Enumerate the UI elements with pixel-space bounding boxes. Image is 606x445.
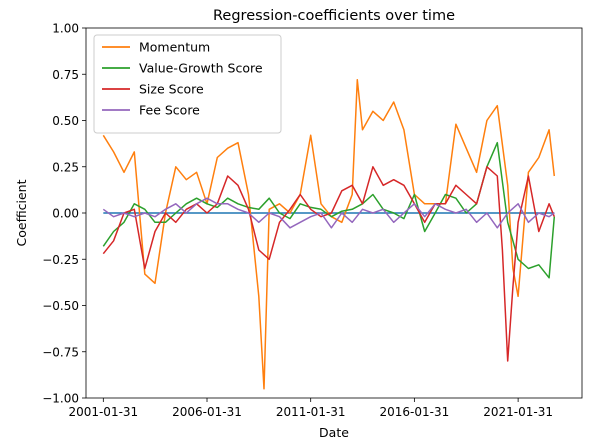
y-tick-label: 0.50 (52, 114, 79, 128)
chart-title: Regression-coefficients over time (213, 8, 455, 24)
y-tick-label: −0.75 (42, 345, 79, 359)
y-tick-label: −0.50 (42, 299, 79, 313)
legend-label: Fee Score (139, 103, 200, 118)
x-tick-label: 2001-01-31 (68, 405, 138, 419)
x-axis: 2001-01-31 2006-01-31 2011-01-31 2016-01-31… (68, 398, 553, 419)
y-tick-label: 1.00 (52, 22, 79, 36)
legend: Momentum Value-Growth Score Size Score Fee … (93, 34, 282, 134)
legend-label: Momentum (139, 40, 210, 55)
series-line-2 (102, 166, 555, 362)
legend-label: Size Score (139, 82, 204, 97)
legend-box (93, 34, 282, 134)
x-tick-label: 2006-01-31 (172, 405, 242, 419)
series-line-3 (102, 197, 555, 229)
y-tick-label: −1.00 (42, 392, 79, 406)
x-tick-label: 2016-01-31 (380, 405, 450, 419)
y-tick-label: 0.75 (52, 68, 79, 82)
x-tick-label: 2011-01-31 (276, 405, 346, 419)
y-axis: −1.00 −0.75 −0.50 −0.25 0.00 0.25 0.50 0.75 1.00 (42, 22, 86, 406)
x-axis-label: Date (319, 425, 349, 440)
y-tick-label: 0.25 (52, 160, 79, 174)
y-tick-label: 0.00 (52, 207, 79, 221)
legend-label: Value-Growth Score (139, 61, 263, 76)
x-tick-label: 2021-01-31 (483, 405, 553, 419)
series-line-1 (102, 141, 556, 279)
y-tick-label: −0.25 (42, 253, 79, 267)
y-axis-label: Coefficient (14, 179, 29, 246)
